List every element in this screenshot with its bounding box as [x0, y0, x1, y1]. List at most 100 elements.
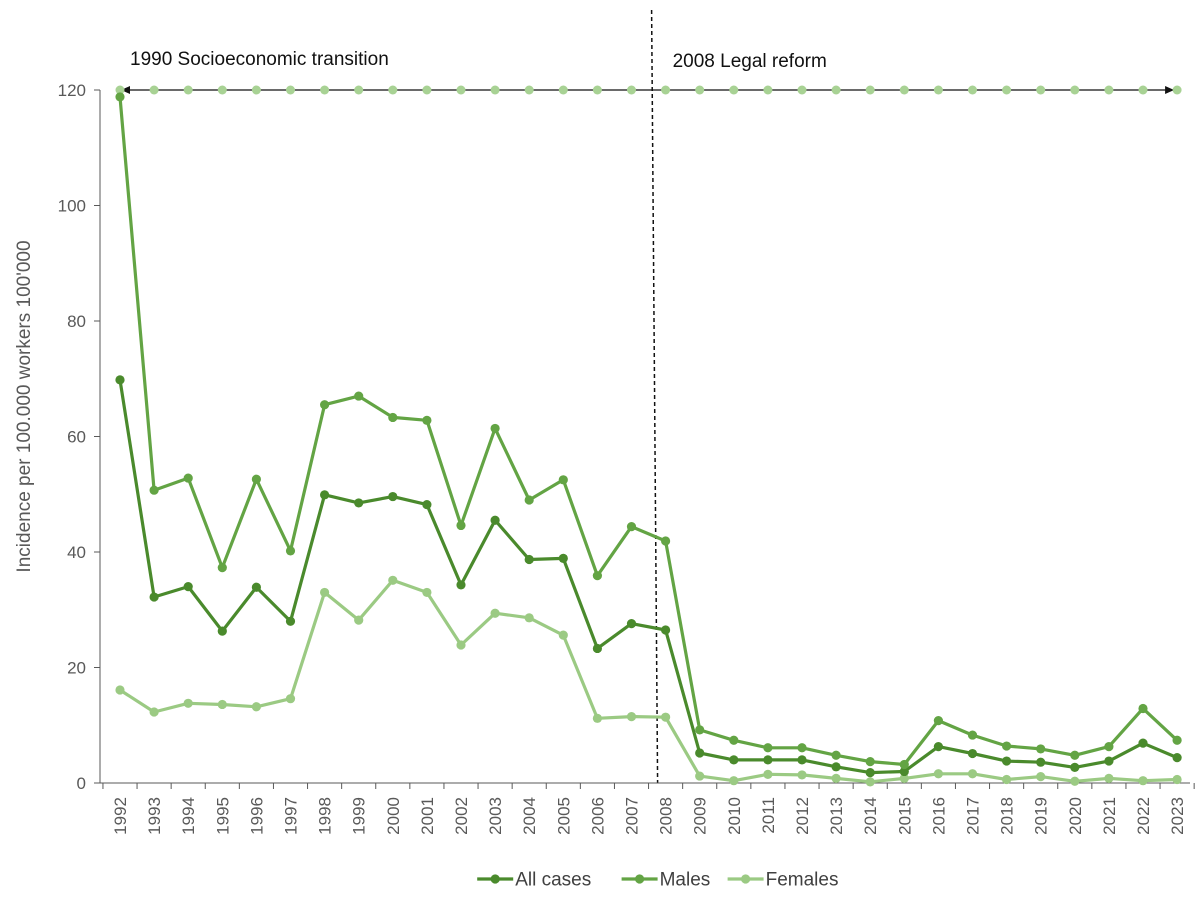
- x-tick-label: 2016: [929, 797, 948, 835]
- x-tick-label: 2013: [827, 797, 846, 835]
- data-point-males: [251, 474, 261, 484]
- x-tick-label: 2001: [418, 797, 437, 835]
- x-tick-label: 2004: [520, 797, 539, 835]
- data-point-females: [251, 702, 261, 712]
- reference-point: [388, 85, 398, 95]
- reference-point: [217, 85, 227, 95]
- reference-point: [1138, 85, 1148, 95]
- data-point-males: [899, 759, 909, 770]
- legend-swatch-marker: [635, 874, 645, 884]
- data-point-all-cases: [1104, 756, 1114, 766]
- reference-point: [592, 85, 602, 95]
- reference-point: [524, 85, 534, 95]
- data-point-all-cases: [865, 768, 875, 778]
- data-point-males: [320, 400, 330, 410]
- x-tick-label: 1998: [316, 797, 335, 835]
- x-tick-label: 2002: [452, 797, 471, 835]
- reference-point: [558, 85, 568, 95]
- data-point-females: [1002, 774, 1012, 785]
- x-tick-label: 1996: [247, 797, 266, 835]
- data-point-females: [217, 699, 227, 710]
- data-point-males: [967, 730, 978, 740]
- reference-point: [729, 85, 739, 95]
- reference-point: [1036, 85, 1046, 95]
- data-point-females: [865, 777, 875, 787]
- reference-point: [320, 85, 330, 95]
- data-point-all-cases: [763, 755, 773, 765]
- series-line-females: [118, 578, 1179, 784]
- data-point-all-cases: [1036, 757, 1046, 767]
- data-point-females: [285, 694, 296, 704]
- data-point-all-cases: [183, 582, 193, 592]
- legend-item-females[interactable]: Females: [727, 870, 839, 891]
- data-point-males: [933, 716, 944, 726]
- x-tick-label: 1993: [145, 797, 164, 835]
- data-point-females: [967, 769, 978, 779]
- data-point-all-cases: [967, 748, 978, 759]
- reference-point: [695, 85, 705, 95]
- reference-point: [661, 85, 671, 95]
- x-tick-label: 2021: [1100, 797, 1119, 835]
- data-point-males: [661, 536, 671, 546]
- data-point-males: [1036, 744, 1046, 754]
- data-point-females: [1036, 772, 1046, 782]
- data-point-females: [456, 640, 466, 650]
- data-point-males: [1070, 750, 1080, 760]
- data-point-females: [558, 630, 568, 640]
- reference-point: [1172, 85, 1182, 95]
- data-point-males: [524, 495, 534, 505]
- data-point-males: [558, 475, 568, 485]
- y-tick-label: 40: [67, 543, 86, 562]
- data-point-males: [183, 473, 193, 483]
- x-tick-label: 2012: [793, 797, 812, 835]
- data-point-all-cases: [320, 490, 330, 500]
- annotations: 1990 Socioeconomic transition 2008 Legal …: [121, 9, 1175, 784]
- reference-point: [797, 85, 807, 95]
- data-point-females: [592, 713, 603, 723]
- y-tick-label: 100: [58, 197, 86, 216]
- data-point-all-cases: [456, 580, 466, 590]
- reference-point: [490, 85, 500, 95]
- data-point-females: [1104, 773, 1114, 783]
- data-point-males: [217, 562, 227, 573]
- data-point-all-cases: [1138, 738, 1148, 748]
- reference-point: [251, 85, 261, 95]
- y-tick-label: 60: [67, 428, 86, 447]
- data-point-females: [831, 773, 841, 783]
- data-point-males: [422, 415, 432, 425]
- x-tick-label: 2020: [1066, 797, 1085, 835]
- x-tick-label: 2009: [691, 797, 710, 835]
- data-point-all-cases: [933, 742, 944, 752]
- x-tick-label: 2011: [759, 797, 778, 834]
- data-point-females: [1070, 776, 1080, 786]
- data-point-all-cases: [149, 592, 159, 602]
- data-point-males: [1104, 742, 1114, 752]
- x-tick-label: 1997: [282, 797, 301, 835]
- data-point-all-cases: [490, 515, 500, 525]
- y-axis-title: Incidence per 100.000 workers 100'000: [14, 240, 35, 572]
- annotation-legal-reform: 2008 Legal reform: [673, 51, 827, 72]
- data-point-all-cases: [626, 619, 637, 629]
- legend-item-all-cases[interactable]: All cases: [477, 870, 591, 891]
- data-point-all-cases: [388, 491, 398, 502]
- x-tick-label: 2018: [998, 797, 1017, 835]
- legend-item-males[interactable]: Males: [621, 870, 711, 891]
- reference-point: [149, 85, 159, 95]
- x-tick-label: 2017: [964, 797, 983, 835]
- annotation-socioeconomic-transition: 1990 Socioeconomic transition: [130, 49, 389, 70]
- reference-point: [354, 85, 364, 95]
- reference-point: [1002, 85, 1012, 95]
- legend-swatch-marker: [741, 874, 751, 884]
- x-tick-label: 2010: [725, 797, 744, 835]
- x-tick-label: 2019: [1032, 797, 1051, 835]
- x-tick-label: 2008: [657, 797, 676, 835]
- data-point-males: [1138, 703, 1148, 714]
- y-tick-label: 120: [58, 81, 86, 100]
- x-tick-label: 1995: [213, 797, 232, 835]
- series-line-all-cases: [118, 378, 1179, 775]
- legal-reform-divider: [650, 9, 659, 784]
- reference-point: [1070, 85, 1080, 95]
- axes: 0 20 40 60 80 100 120 1992 1993 1994 1995 1996 1997 1…: [14, 81, 1195, 835]
- data-point-all-cases: [1172, 752, 1182, 763]
